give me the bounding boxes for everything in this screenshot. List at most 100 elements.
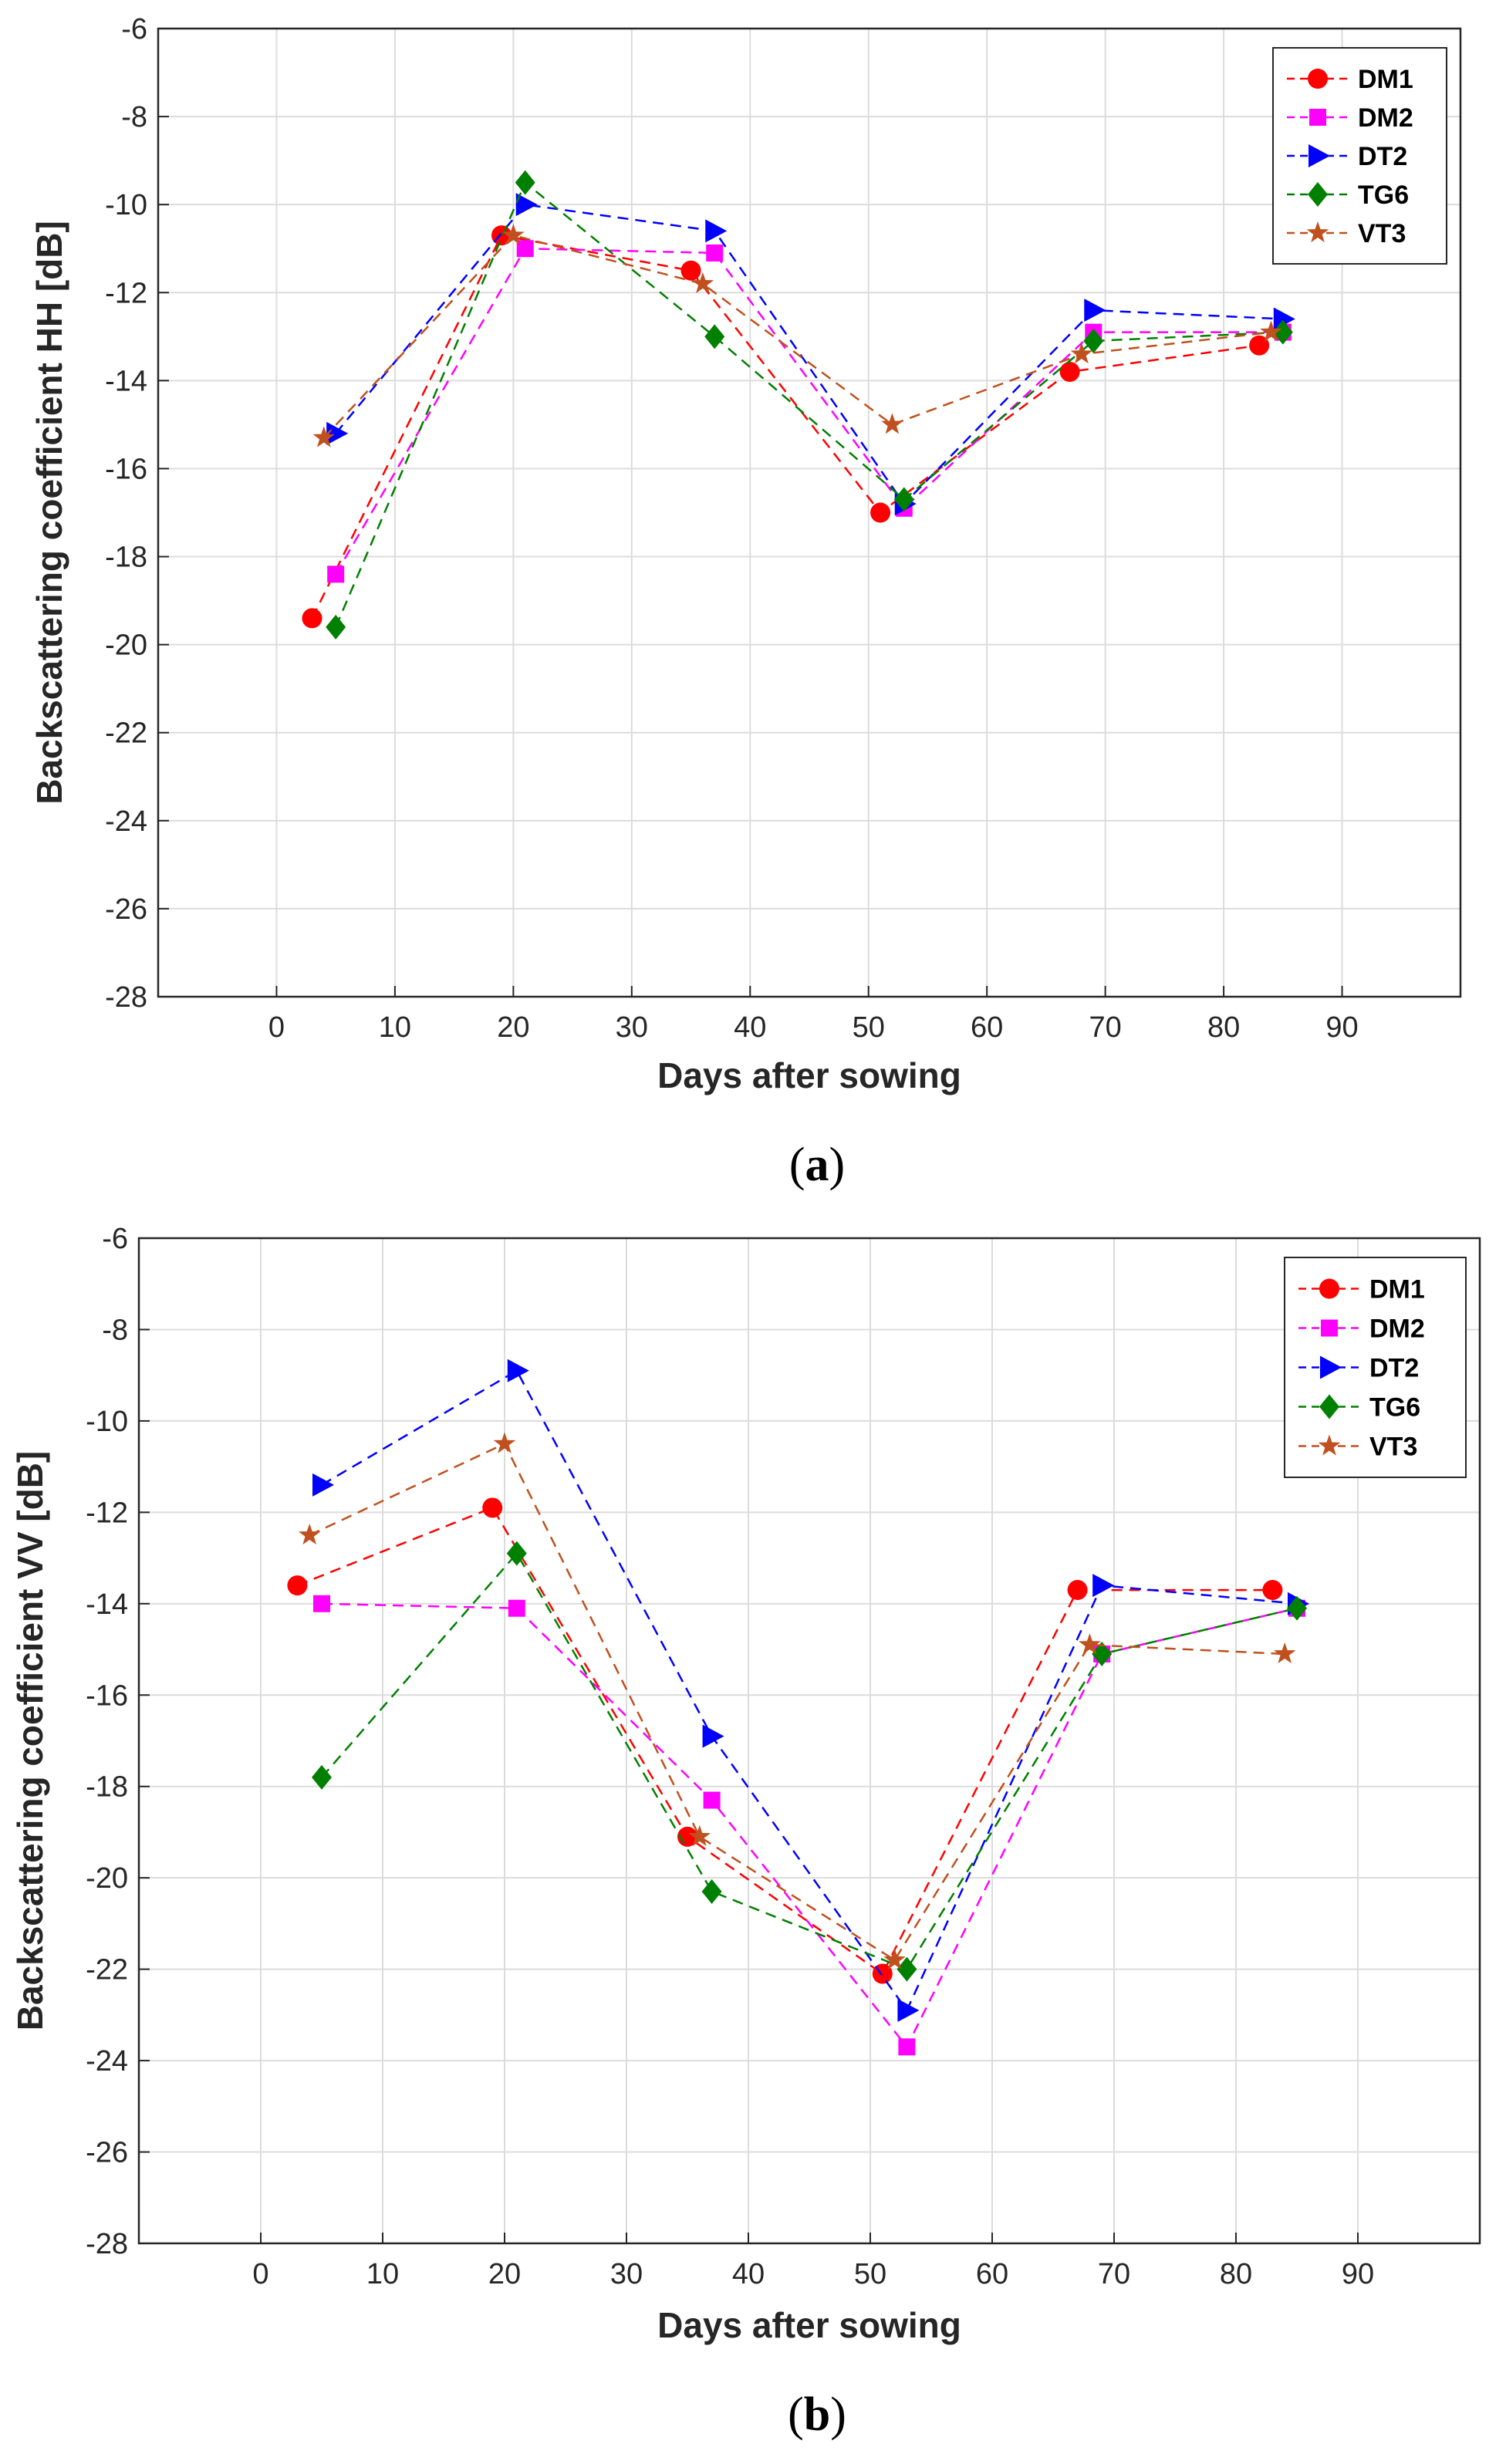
x-tick-label: 70 bbox=[1098, 2258, 1130, 2290]
y-tick-label: -20 bbox=[105, 630, 147, 662]
legend-label: DM2 bbox=[1369, 1315, 1425, 1344]
figure-caption: (b) bbox=[788, 2388, 846, 2441]
data-point bbox=[1067, 1580, 1088, 1601]
data-point bbox=[313, 1595, 330, 1612]
legend-marker bbox=[1306, 221, 1329, 243]
x-tick-label: 10 bbox=[379, 1011, 411, 1044]
legend-marker bbox=[1308, 69, 1328, 89]
data-point bbox=[897, 1956, 917, 1982]
y-tick-label: -10 bbox=[86, 1406, 128, 1438]
data-point bbox=[703, 1791, 721, 1809]
series-line bbox=[322, 234, 1271, 439]
legend-marker bbox=[1308, 144, 1330, 167]
series-line bbox=[311, 234, 1260, 619]
data-point bbox=[1287, 1595, 1307, 1621]
y-tick-label: -6 bbox=[121, 13, 147, 46]
data-point bbox=[893, 487, 914, 512]
data-point bbox=[680, 260, 701, 281]
x-axis-label: Days after sowing bbox=[657, 2305, 961, 2345]
y-tick-label: -26 bbox=[105, 893, 147, 926]
y-tick-label: -8 bbox=[121, 101, 147, 133]
legend-marker bbox=[1318, 1434, 1341, 1456]
data-point bbox=[705, 219, 728, 243]
data-point bbox=[1272, 319, 1293, 345]
data-point bbox=[1084, 299, 1106, 322]
axes-box bbox=[157, 27, 1462, 998]
caption-paren: ( bbox=[789, 1139, 805, 1191]
x-tick-label: 50 bbox=[853, 1011, 885, 1044]
series-line bbox=[335, 181, 1283, 628]
x-axis-label: Days after sowing bbox=[657, 1055, 961, 1095]
chart-a: 0 10 20 30 40 50 60 70 80 90 -6 -8 -10 -12 -14 -16 -18 -2… bbox=[29, 13, 1462, 1191]
data-point bbox=[298, 1524, 321, 1545]
data-point bbox=[1092, 1641, 1113, 1666]
plot-area bbox=[158, 29, 1460, 997]
y-tick-label: -16 bbox=[86, 1679, 128, 1712]
plot-area bbox=[139, 1238, 1480, 2243]
y-tick-label: -18 bbox=[105, 542, 147, 574]
y-tick-label: -8 bbox=[102, 1314, 128, 1346]
x-tick-label: 60 bbox=[976, 2258, 1008, 2290]
figure-caption: (a) bbox=[789, 1139, 845, 1191]
data-point bbox=[287, 1575, 308, 1596]
y-tick-label: -14 bbox=[86, 1588, 128, 1621]
x-tick-label: 80 bbox=[1220, 2258, 1252, 2290]
data-point bbox=[1262, 1580, 1283, 1601]
y-tick-label: -22 bbox=[86, 1954, 128, 1986]
x-tick-label: 90 bbox=[1342, 2258, 1374, 2290]
data-point bbox=[1249, 335, 1270, 356]
data-point bbox=[691, 272, 714, 293]
series-vt3 bbox=[312, 224, 1282, 447]
y-tick-label: -28 bbox=[105, 981, 147, 1014]
series-tg6 bbox=[326, 170, 1293, 640]
data-point bbox=[881, 413, 903, 434]
data-point bbox=[1083, 329, 1104, 354]
data-point bbox=[1092, 1574, 1115, 1598]
y-tick-label: -16 bbox=[105, 453, 147, 485]
data-point bbox=[706, 244, 724, 262]
data-point bbox=[883, 1948, 906, 1970]
y-tick-label: -12 bbox=[105, 277, 147, 309]
x-tick-label: 20 bbox=[488, 2258, 521, 2290]
chart-b: 0 10 20 30 40 50 60 70 80 90 -6 -8 -10 -12 -14 -16 -18 -2… bbox=[10, 1223, 1481, 2441]
data-point bbox=[516, 240, 534, 258]
caption-paren: ( bbox=[788, 2388, 804, 2441]
data-point bbox=[704, 324, 725, 349]
data-point bbox=[302, 608, 322, 629]
y-tick-label: -28 bbox=[86, 2228, 128, 2260]
data-point bbox=[898, 2038, 916, 2056]
legend-label: DT2 bbox=[1358, 142, 1407, 171]
data-point bbox=[326, 614, 346, 640]
series-vt3 bbox=[298, 1432, 1296, 1970]
x-tick-label: 70 bbox=[1089, 1011, 1121, 1044]
legend: DM1 DM2 DT2 TG6 VT3 bbox=[1284, 1257, 1467, 1478]
series-line bbox=[296, 1506, 1273, 1976]
data-point bbox=[312, 1473, 334, 1497]
legend-marker bbox=[1319, 1278, 1339, 1299]
legend-label: DT2 bbox=[1369, 1354, 1419, 1383]
x-tick-label: 30 bbox=[616, 1011, 648, 1044]
x-tick-label: 60 bbox=[971, 1011, 1003, 1044]
data-point bbox=[312, 426, 336, 447]
data-point bbox=[515, 170, 535, 195]
data-point bbox=[688, 1824, 711, 1846]
data-point bbox=[1059, 361, 1080, 382]
data-point bbox=[1260, 320, 1282, 342]
caption-paren: ) bbox=[829, 1139, 846, 1191]
legend-label: VT3 bbox=[1369, 1433, 1417, 1462]
data-point bbox=[326, 421, 349, 445]
legend-marker bbox=[1319, 1394, 1339, 1419]
legend-marker bbox=[1309, 109, 1326, 126]
series-line bbox=[335, 203, 1283, 506]
y-tick-label: -24 bbox=[105, 805, 147, 838]
data-point bbox=[701, 1878, 722, 1904]
legend-marker bbox=[1308, 182, 1328, 207]
data-point bbox=[493, 1432, 516, 1453]
data-point bbox=[1079, 1633, 1101, 1655]
x-tick-label: 30 bbox=[610, 2258, 643, 2290]
axes-box bbox=[137, 1237, 1481, 2245]
legend-marker bbox=[1320, 1355, 1342, 1379]
series-line bbox=[321, 1369, 1298, 2013]
y-tick-label: -24 bbox=[86, 2045, 128, 2078]
y-tick-label: -26 bbox=[86, 2137, 128, 2169]
